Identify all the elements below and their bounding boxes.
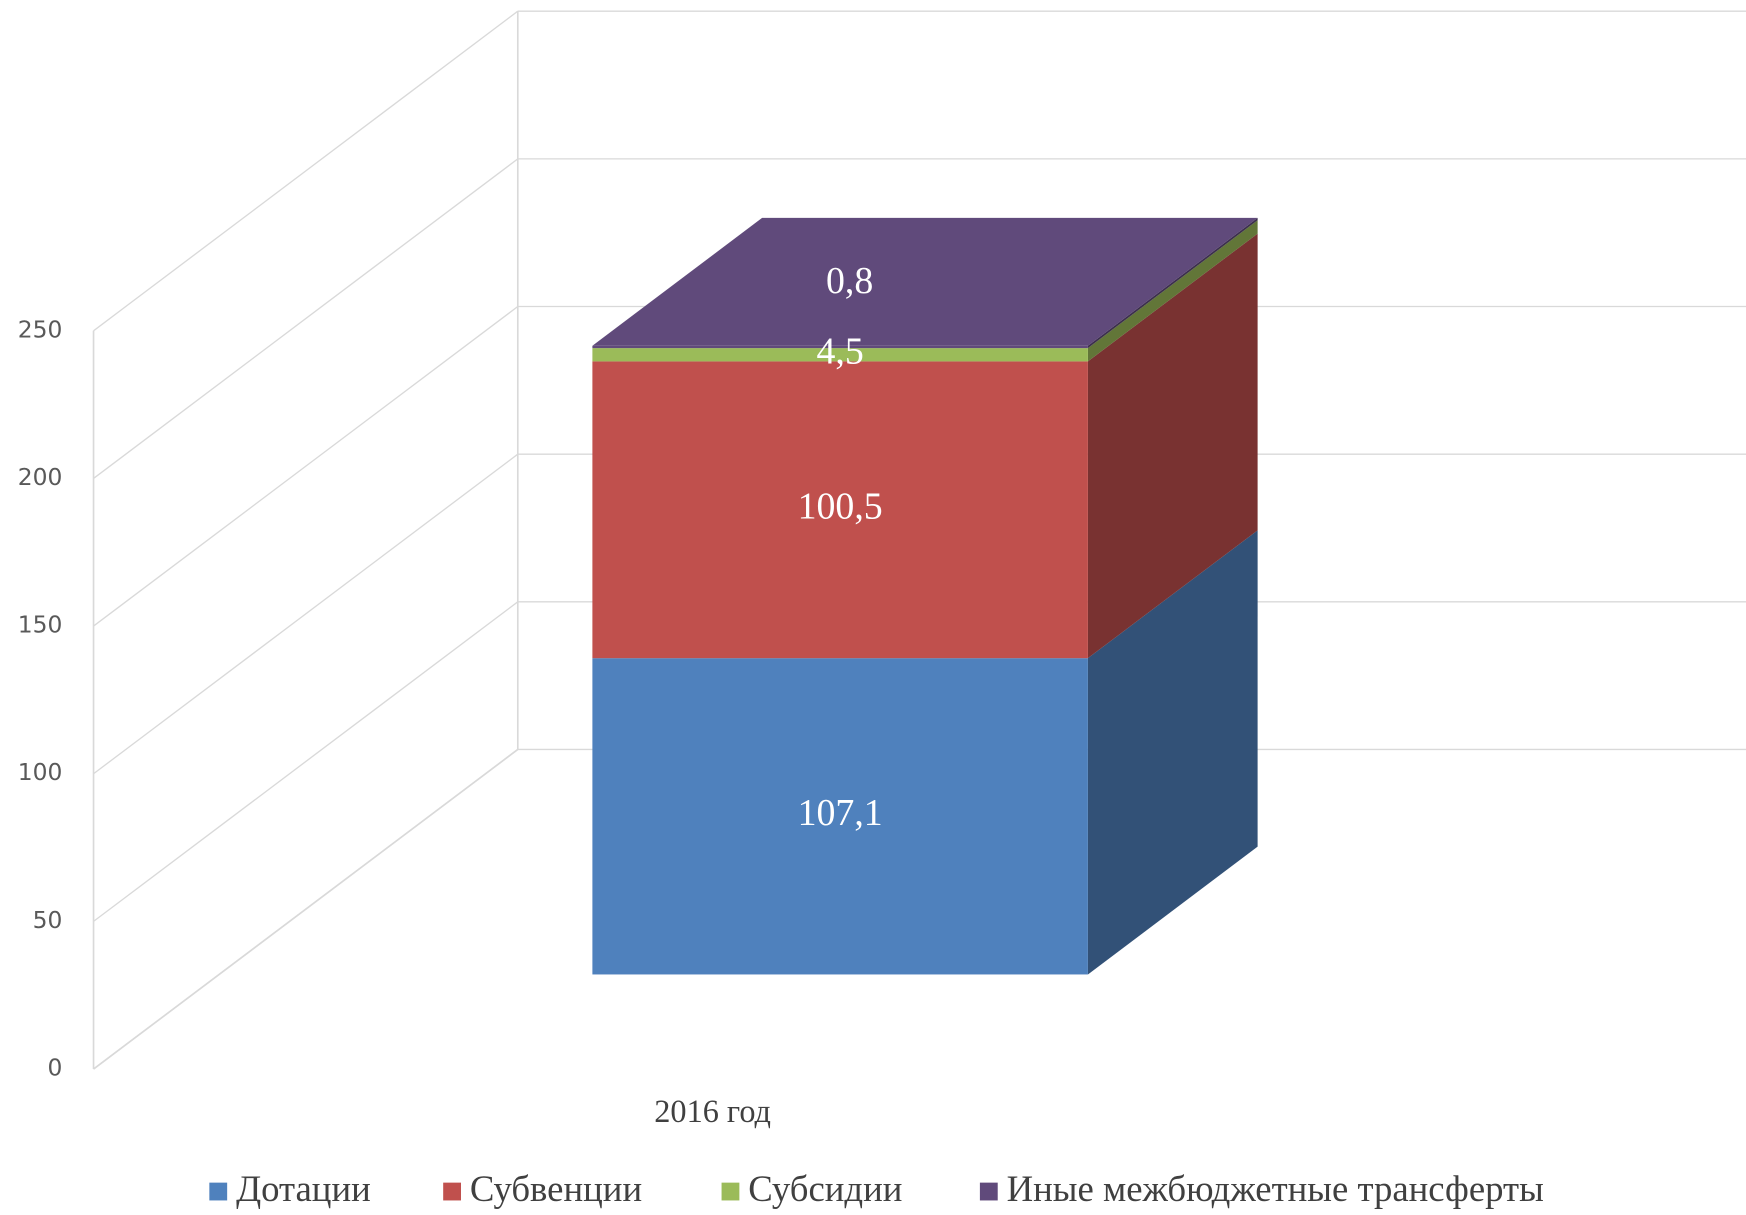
- legend-swatch: [721, 1182, 740, 1201]
- bar: [592, 348, 1088, 362]
- grid-line: [93, 453, 519, 775]
- data-label: 4,5: [816, 330, 863, 372]
- bar: [592, 345, 1088, 349]
- data-label: 100,5: [798, 485, 883, 527]
- grid-line: [93, 158, 519, 479]
- legend-label: Субсидии: [748, 1168, 902, 1209]
- x-tick-label: 2016 год: [654, 1093, 771, 1129]
- y-tick-label: 100: [18, 758, 63, 786]
- bar-side: [1087, 530, 1258, 975]
- bar-top: [592, 217, 1258, 346]
- legend-swatch: [979, 1182, 998, 1201]
- legend-swatch: [443, 1182, 461, 1201]
- y-tick-label: 50: [33, 906, 63, 934]
- legend-label: Дотации: [236, 1168, 371, 1209]
- y-tick-label: 0: [47, 1054, 62, 1082]
- legend-swatch: [209, 1182, 228, 1201]
- bar-side: [1087, 217, 1258, 349]
- legend-label: Иные межбюджетные трансферты: [1007, 1168, 1544, 1209]
- bar: [592, 658, 1088, 975]
- grid-line: [93, 305, 519, 627]
- y-tick-label: 200: [18, 463, 63, 491]
- bar-side: [1087, 233, 1258, 659]
- bar-side: [1087, 220, 1258, 362]
- grid-line: [93, 601, 519, 922]
- bar: [592, 361, 1088, 659]
- data-label: 0,8: [826, 260, 873, 302]
- walls: [92, 11, 519, 1070]
- y-tick-label: 250: [18, 315, 63, 343]
- grid-line: [93, 748, 519, 1070]
- data-label: 107,1: [798, 792, 883, 834]
- y-tick-label: 150: [18, 611, 63, 639]
- legend-label: Субвенции: [470, 1168, 642, 1209]
- grid-line: [93, 10, 519, 332]
